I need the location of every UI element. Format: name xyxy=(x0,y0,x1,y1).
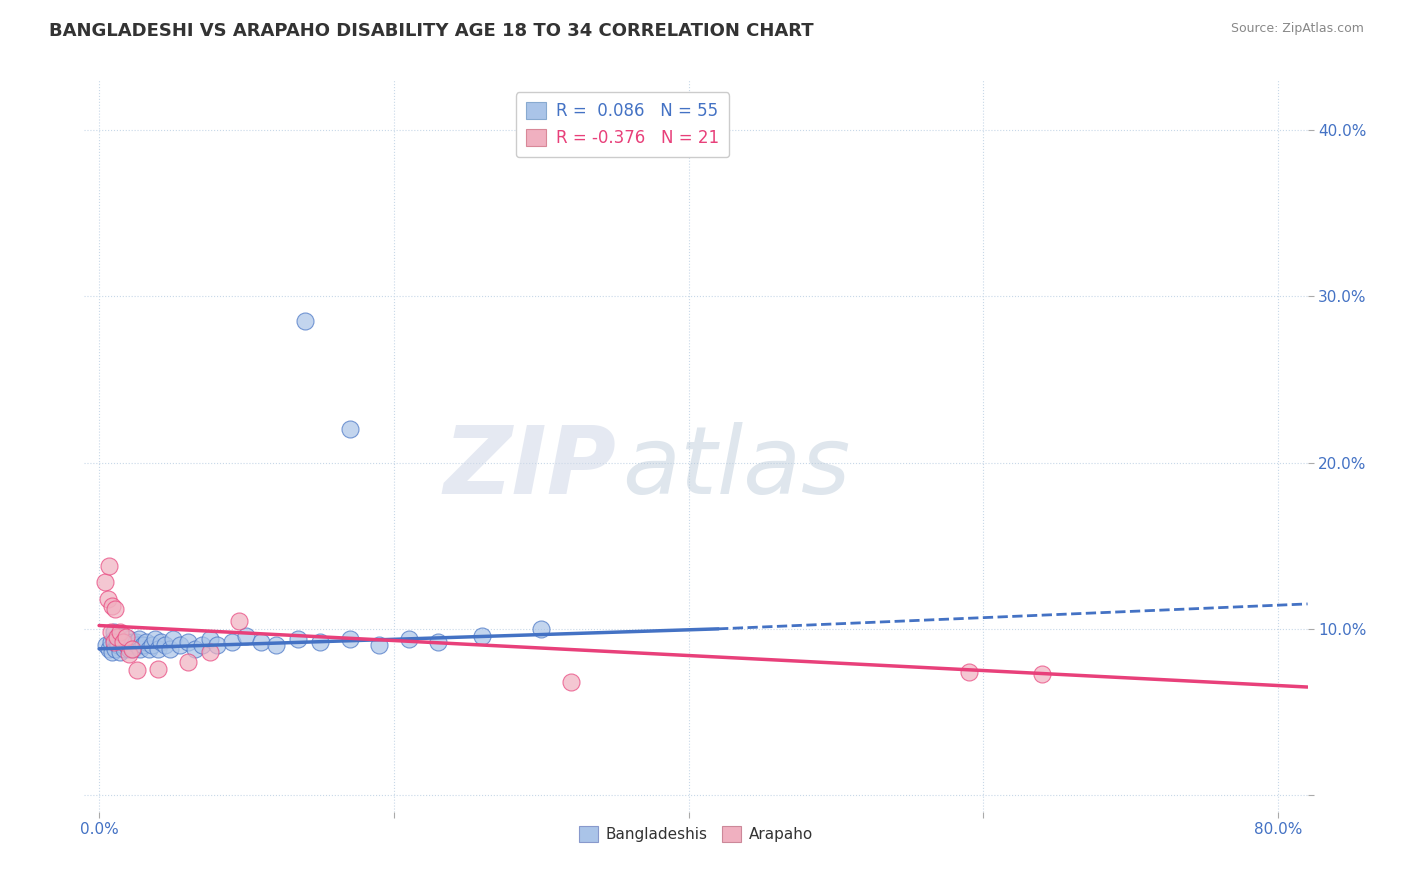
Point xyxy=(560,675,582,690)
Point xyxy=(107,639,129,653)
Text: Source: ZipAtlas.com: Source: ZipAtlas.com xyxy=(1230,22,1364,36)
Point xyxy=(228,614,250,628)
Point xyxy=(115,639,138,653)
Point xyxy=(138,641,160,656)
Point xyxy=(100,625,122,640)
Point xyxy=(162,632,184,646)
Point xyxy=(104,602,127,616)
Point xyxy=(235,628,257,642)
Point xyxy=(1031,666,1053,681)
Point xyxy=(530,622,553,636)
Point xyxy=(146,641,169,656)
Point xyxy=(294,314,316,328)
Point xyxy=(110,628,132,642)
Point xyxy=(97,591,120,606)
Point xyxy=(125,635,148,649)
Point xyxy=(110,635,132,649)
Point xyxy=(121,635,143,649)
Point xyxy=(427,635,450,649)
Point xyxy=(205,639,228,653)
Point xyxy=(264,639,287,653)
Point xyxy=(105,635,128,649)
Point xyxy=(287,632,309,646)
Point xyxy=(957,665,980,679)
Point xyxy=(112,641,135,656)
Legend: R =  0.086   N = 55, R = -0.376   N = 21: R = 0.086 N = 55, R = -0.376 N = 21 xyxy=(516,92,730,157)
Point xyxy=(101,645,124,659)
Text: atlas: atlas xyxy=(623,423,851,514)
Point xyxy=(108,625,131,640)
Point xyxy=(368,639,391,653)
Point xyxy=(176,635,198,649)
Point xyxy=(105,630,128,644)
Point xyxy=(122,641,145,656)
Point xyxy=(198,632,221,646)
Point xyxy=(121,641,143,656)
Point xyxy=(117,641,139,656)
Point xyxy=(184,641,207,656)
Point xyxy=(117,632,139,646)
Point xyxy=(169,639,191,653)
Point xyxy=(132,639,155,653)
Point xyxy=(176,655,198,669)
Point xyxy=(471,628,494,642)
Point xyxy=(103,625,125,640)
Point xyxy=(398,632,420,646)
Point xyxy=(159,641,181,656)
Point xyxy=(155,639,177,653)
Point xyxy=(108,645,131,659)
Point xyxy=(339,632,361,646)
Point xyxy=(221,635,243,649)
Point xyxy=(129,641,152,656)
Text: ZIP: ZIP xyxy=(443,422,616,514)
Point xyxy=(128,632,150,646)
Point xyxy=(198,645,221,659)
Point xyxy=(250,635,273,649)
Point xyxy=(94,575,117,590)
Point xyxy=(141,639,163,653)
Point xyxy=(101,599,124,613)
Point xyxy=(117,647,139,661)
Point xyxy=(111,639,134,653)
Point xyxy=(104,641,127,656)
Point xyxy=(96,639,118,653)
Point xyxy=(339,422,361,436)
Point xyxy=(309,635,332,649)
Point xyxy=(191,639,214,653)
Point xyxy=(118,639,141,653)
Point xyxy=(127,664,149,678)
Point xyxy=(146,662,169,676)
Point xyxy=(98,558,121,573)
Point xyxy=(98,641,121,656)
Point xyxy=(100,635,122,649)
Point xyxy=(150,635,173,649)
Point xyxy=(143,632,166,646)
Point xyxy=(127,639,149,653)
Point xyxy=(114,635,136,649)
Point xyxy=(103,632,125,646)
Point xyxy=(114,630,136,644)
Point xyxy=(103,635,125,649)
Point xyxy=(135,635,157,649)
Text: BANGLADESHI VS ARAPAHO DISABILITY AGE 18 TO 34 CORRELATION CHART: BANGLADESHI VS ARAPAHO DISABILITY AGE 18… xyxy=(49,22,814,40)
Point xyxy=(111,635,134,649)
